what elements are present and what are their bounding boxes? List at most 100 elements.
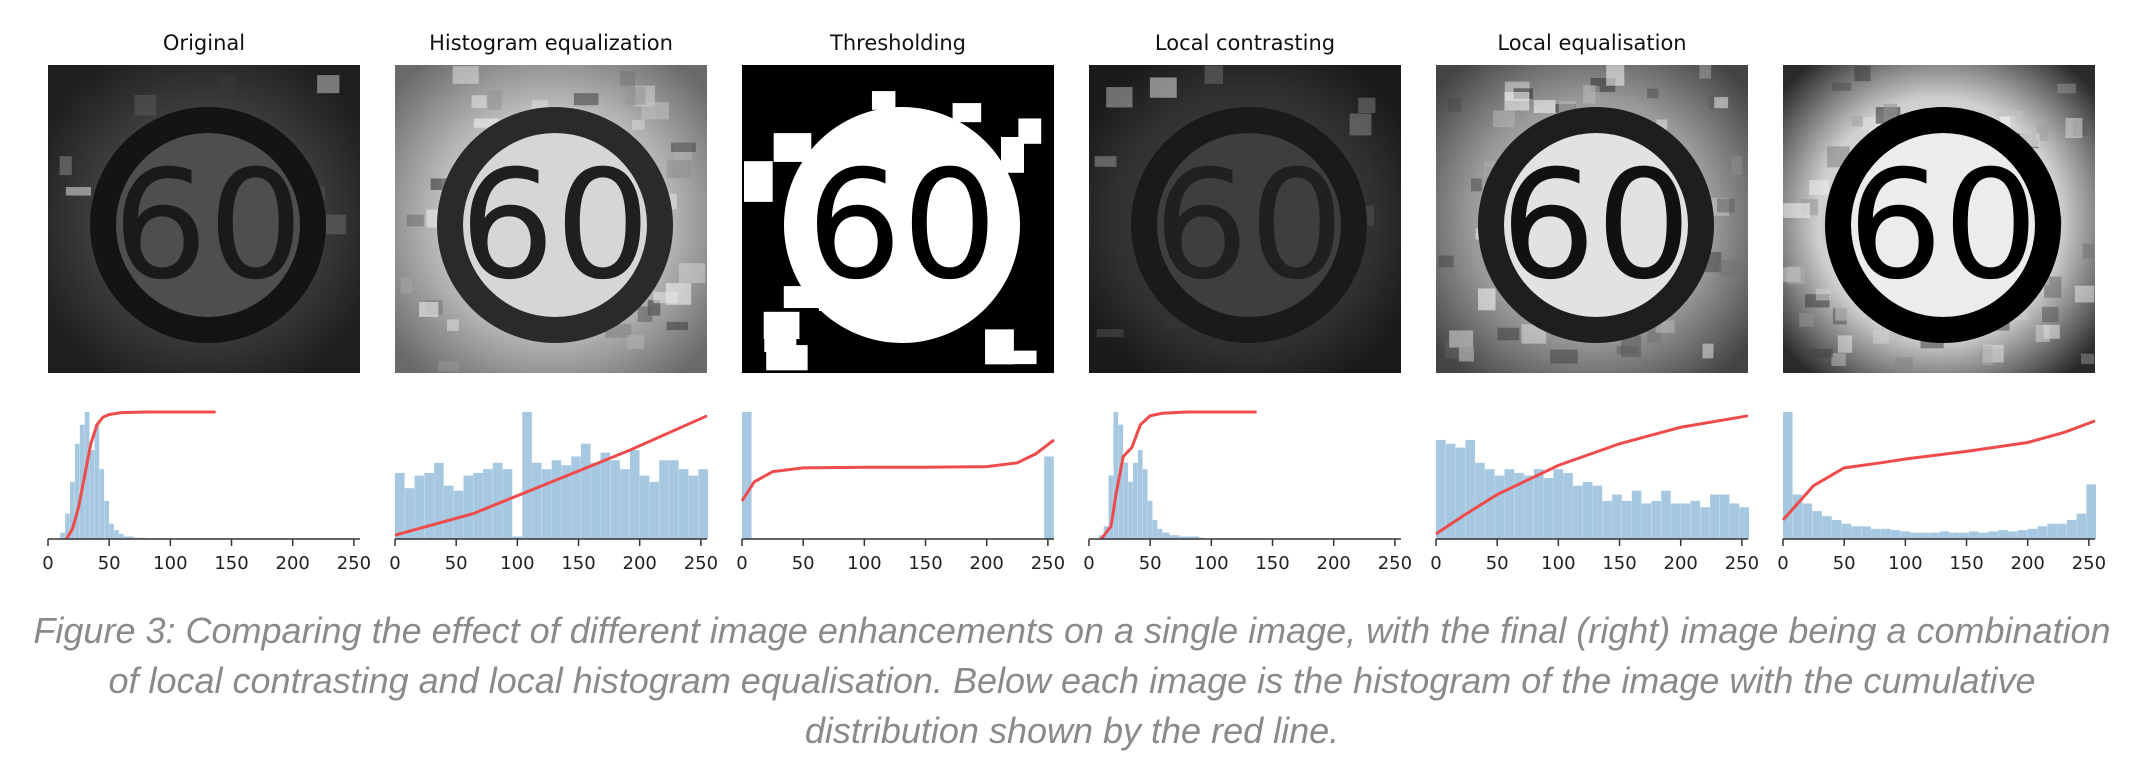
image-patch <box>1096 329 1124 338</box>
histogram-bar <box>1739 507 1750 539</box>
histogram-bar <box>541 469 552 539</box>
image-patch <box>1438 255 1454 268</box>
subplot-title: Local equalisation <box>1497 31 1686 55</box>
image-patch <box>2065 117 2083 139</box>
image-patch <box>670 142 696 152</box>
subplot-3: Thresholding 60 0 50 100 150 200 250 <box>736 31 1065 574</box>
x-tick-label: 200 <box>276 553 310 574</box>
histogram-bar <box>1949 532 1959 539</box>
histogram-bar <box>512 536 523 539</box>
histogram-bar <box>1133 462 1138 539</box>
histogram-bar <box>1822 516 1832 539</box>
histogram-bar <box>1445 443 1456 539</box>
histogram-bar <box>1802 503 1813 539</box>
image-patch <box>1713 352 1730 361</box>
sign-image: 60 <box>1089 65 1401 373</box>
histogram-bar <box>678 469 689 539</box>
image-patch <box>1478 288 1496 311</box>
image-patch <box>766 345 808 371</box>
histogram-bar <box>649 481 660 539</box>
histogram: 0 50 100 150 200 250 <box>1430 414 1759 574</box>
histogram-bar <box>109 523 114 539</box>
sign-digits: 60 <box>807 139 998 313</box>
image-patch <box>406 214 424 227</box>
sign-digits: 60 <box>1154 139 1345 313</box>
subplot-title: Thresholding <box>829 31 966 55</box>
image-patch <box>743 161 773 202</box>
x-tick-label: 250 <box>337 553 371 574</box>
image-patch <box>1647 88 1659 99</box>
histogram-bar <box>610 460 620 539</box>
sign-digits: 60 <box>460 139 651 313</box>
histogram-bar <box>483 469 493 539</box>
image-patch <box>2082 243 2094 259</box>
x-tick-label: 150 <box>561 553 595 574</box>
histogram-bar <box>1831 519 1842 539</box>
histogram: 0 50 100 150 200 250 <box>42 410 371 574</box>
cdf-line <box>1435 414 1749 536</box>
histogram-bar <box>114 530 119 539</box>
histogram-bar <box>561 465 571 539</box>
x-tick-label: 50 <box>445 553 468 574</box>
image-patch <box>400 277 412 294</box>
image-patch <box>573 93 599 106</box>
x-tick-label: 250 <box>1725 553 1759 574</box>
histogram-bar <box>1920 532 1930 539</box>
cdf-line <box>1100 410 1257 540</box>
image-patch <box>2036 125 2049 142</box>
image-patch <box>1449 330 1474 348</box>
histogram-bar <box>742 412 752 539</box>
image-patch <box>1809 348 1833 358</box>
histogram-bar <box>1128 481 1133 539</box>
image-patch <box>1001 136 1025 173</box>
histogram-bar <box>659 460 669 539</box>
image-patch <box>438 361 459 372</box>
x-tick-label: 200 <box>2011 553 2045 574</box>
histogram-bar <box>1998 530 2008 539</box>
x-tick-label: 0 <box>42 553 53 574</box>
histogram-bar <box>590 462 601 539</box>
histogram-bar <box>1871 528 1881 539</box>
image-patch <box>1731 155 1742 175</box>
image-patch <box>1714 97 1729 109</box>
sign-image: 60 <box>1436 65 1748 373</box>
histogram-bar <box>600 452 611 539</box>
histogram-bar <box>2027 528 2038 539</box>
image-patch <box>1719 260 1745 277</box>
cdf-line <box>740 438 1055 502</box>
histogram-bar <box>1514 472 1524 539</box>
histogram-bar <box>60 532 65 539</box>
histogram: 0 50 100 150 200 250 <box>736 412 1065 574</box>
image-patch <box>1550 349 1578 364</box>
cdf-line <box>394 414 708 537</box>
histogram-bar <box>1880 528 1891 539</box>
image-patch <box>626 334 645 349</box>
x-tick-label: 0 <box>736 553 747 574</box>
image-patch <box>1699 65 1712 79</box>
histogram-bar <box>2057 523 2067 539</box>
x-tick-label: 100 <box>500 553 534 574</box>
x-tick-label: 50 <box>1139 553 1162 574</box>
histogram-bar <box>1851 526 1862 539</box>
image-patch <box>1018 118 1042 144</box>
image-patch <box>666 321 689 331</box>
image-patch <box>624 86 646 105</box>
x-tick-label: 0 <box>1083 553 1094 574</box>
image-patch <box>134 94 157 116</box>
histogram-bar <box>1968 531 1979 539</box>
image-patch <box>473 118 500 128</box>
sign-image: 60 <box>395 65 707 373</box>
image-patch <box>1656 119 1668 130</box>
x-tick-label: 250 <box>1031 553 1065 574</box>
histogram-bar <box>463 475 474 539</box>
image-patch <box>317 75 340 94</box>
sign-image: 60 <box>1783 65 2095 373</box>
histogram-bar <box>629 450 640 539</box>
image-patch <box>632 119 645 130</box>
image-patch <box>1149 77 1177 98</box>
histogram-bar <box>1494 475 1505 539</box>
image-patch <box>1497 327 1520 341</box>
histogram-bar <box>1602 500 1612 539</box>
histogram-bar <box>551 460 562 539</box>
image-patch <box>952 103 982 123</box>
